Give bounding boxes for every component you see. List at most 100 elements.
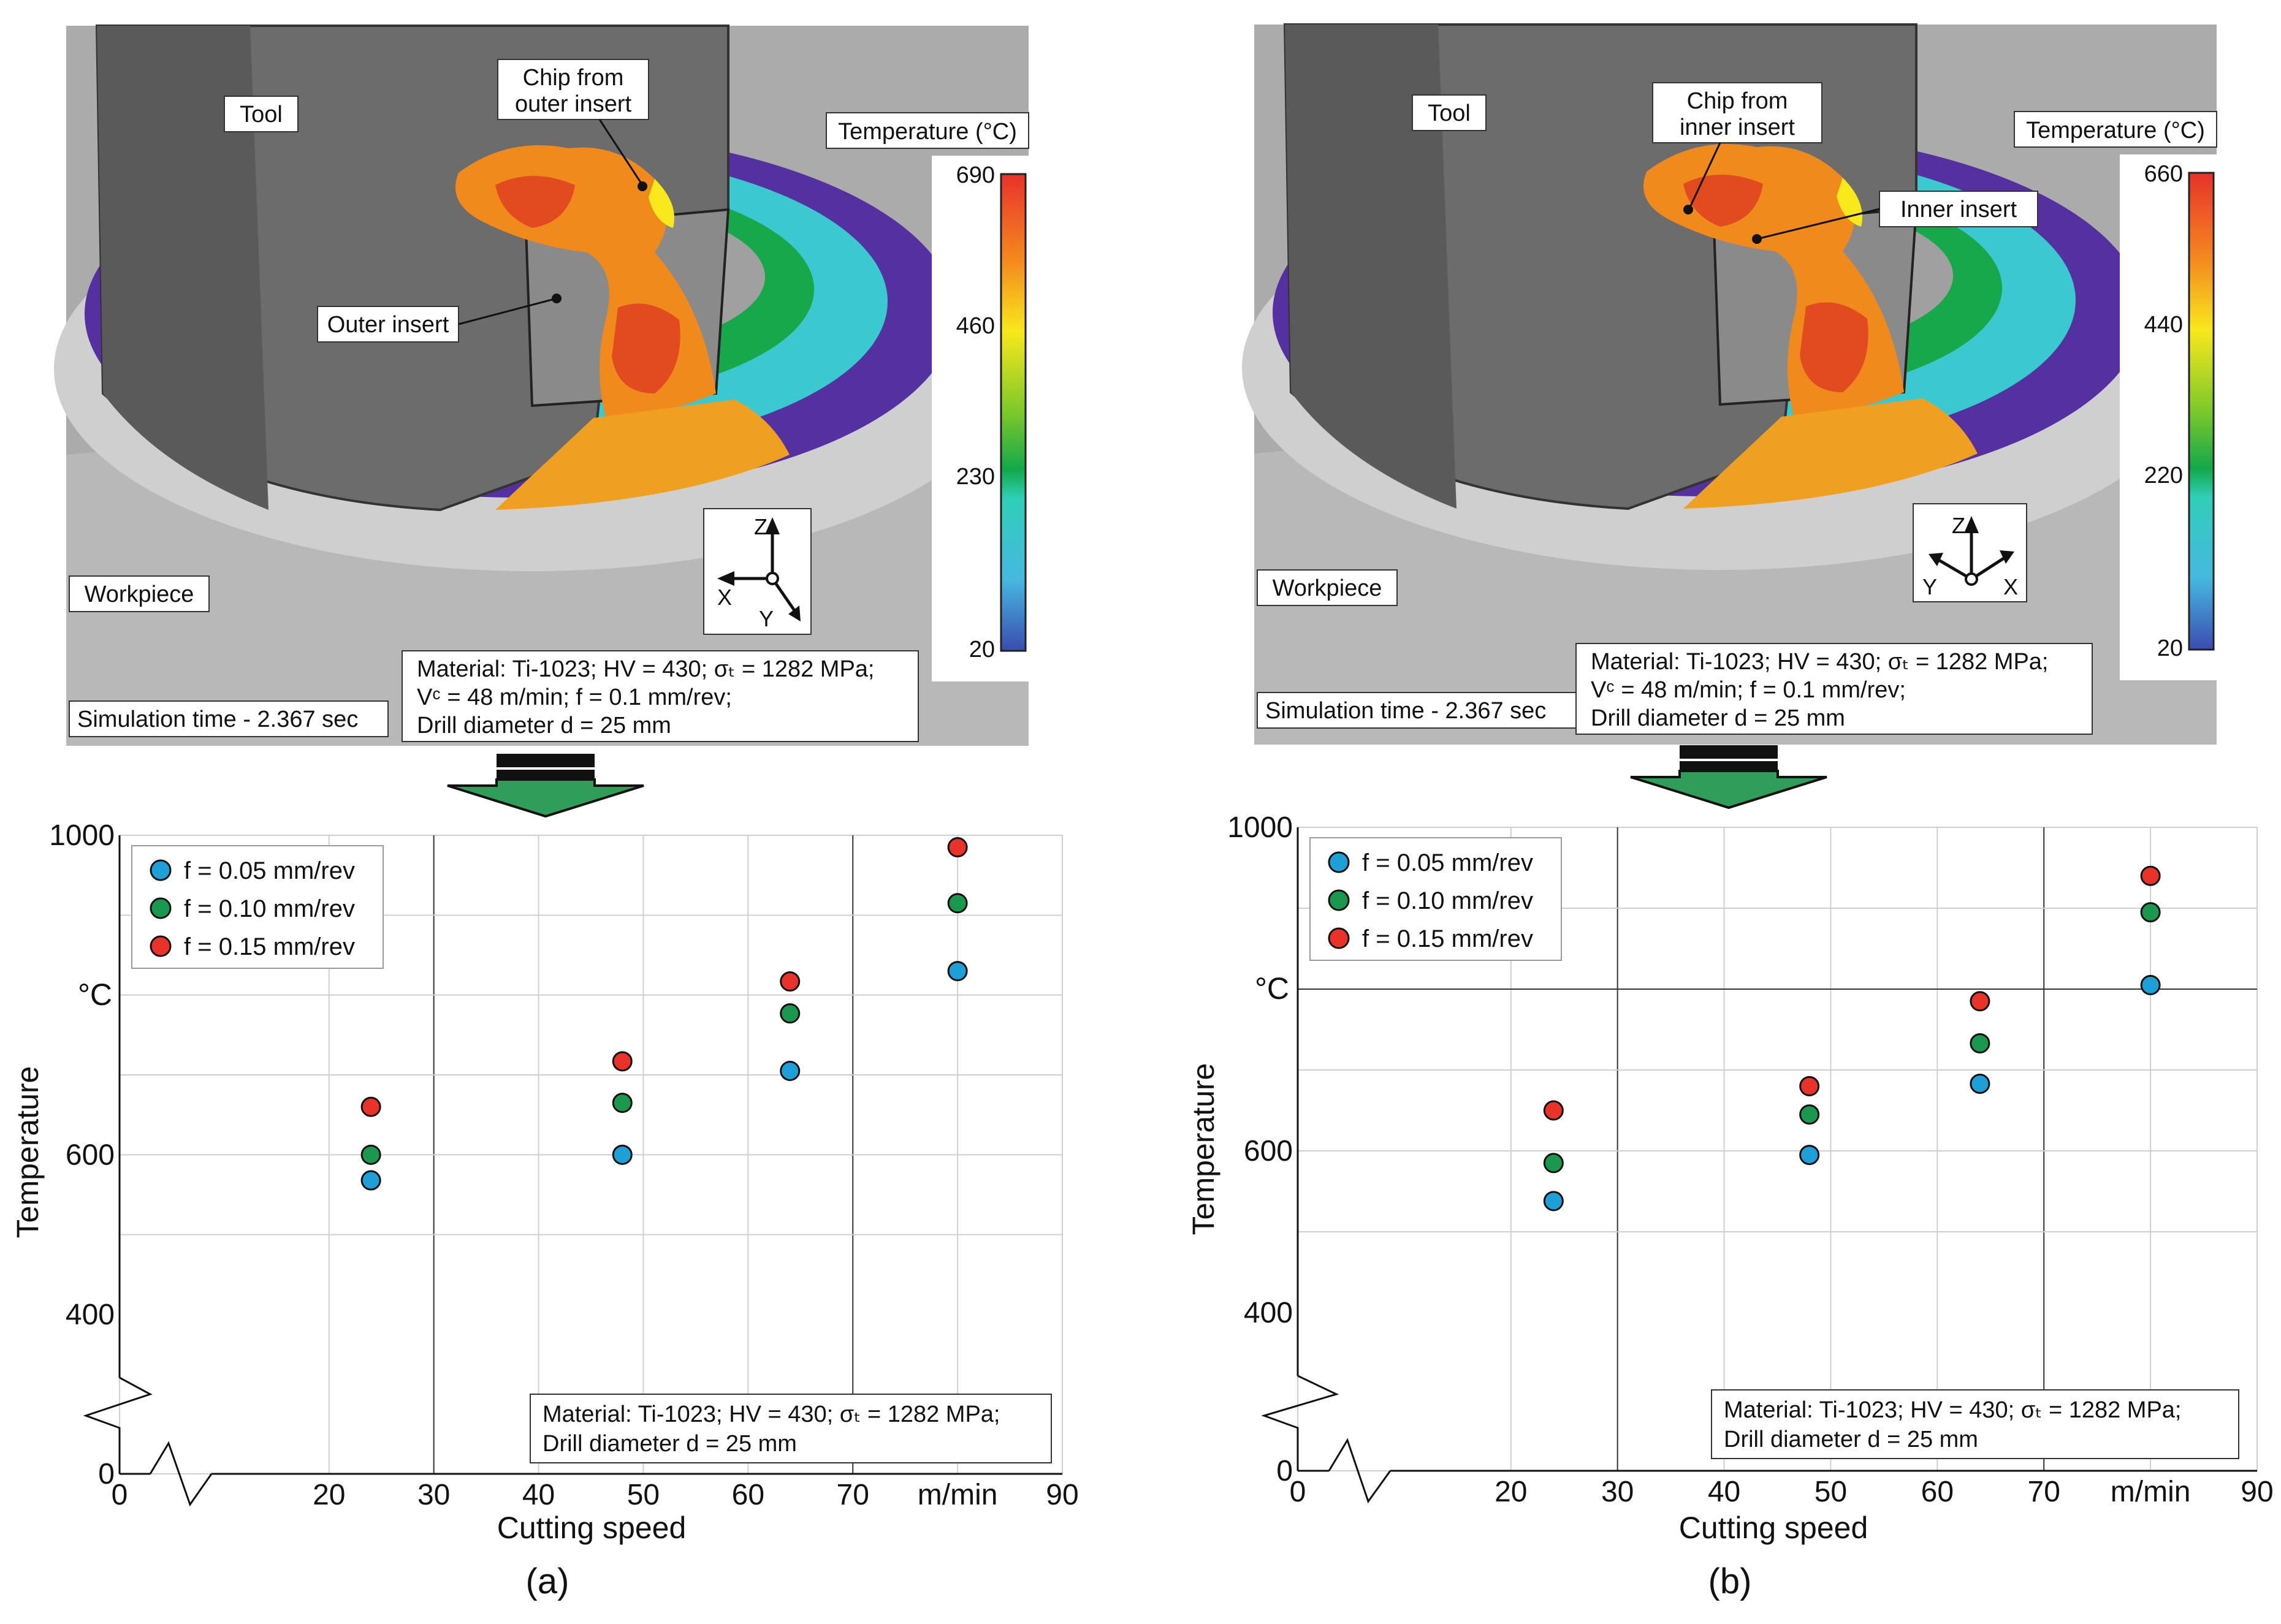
- chart-annotation-a-line2: Drill diameter d = 25 mm: [543, 1431, 797, 1457]
- point-a-s2-0: [360, 1096, 381, 1117]
- point-b-s0-2: [1970, 1073, 1990, 1094]
- x-tick-label-b-8: 90: [2241, 1476, 2273, 1508]
- x-tick-label-b-6: 70: [2028, 1476, 2060, 1508]
- legend-marker-a-2: [150, 935, 172, 957]
- temperature-title-a: Temperature (°C): [838, 119, 1017, 145]
- y-tick-label-b-1: 400: [1244, 1297, 1293, 1329]
- point-a-s2-3: [947, 837, 968, 858]
- chart-annotation-a-line1: Material: Ti-1023; HV = 430; σₜ = 1282 M…: [543, 1402, 1000, 1427]
- y-tick-label-a-3: 1000: [49, 819, 115, 852]
- colorbar-tick-b-3: 20: [2157, 636, 2183, 661]
- colorbar-tick-b-2: 220: [2144, 463, 2183, 488]
- colorbar-tick-a-1: 460: [956, 313, 995, 339]
- x-tick-label-b-5: 60: [1921, 1476, 1954, 1508]
- sim-time-a: Simulation time - 2.367 sec: [77, 707, 358, 732]
- workpiece-label-a: Workpiece: [85, 582, 194, 607]
- workpiece-label-b: Workpiece: [1273, 575, 1382, 601]
- chart-annotation-b-line1: Material: Ti-1023; HV = 430; σₜ = 1282 M…: [1724, 1397, 2182, 1423]
- caption-b: (b): [1708, 1561, 1752, 1601]
- axis-x-label-a: X: [717, 585, 732, 610]
- x-tick-label-b-2: 30: [1601, 1476, 1634, 1508]
- temperature-title-b: Temperature (°C): [2026, 118, 2205, 143]
- legend-b: [1309, 837, 1562, 961]
- tool-label-a: Tool: [240, 102, 283, 127]
- point-a-s1-2: [780, 1003, 801, 1024]
- sim-info-b-line3: Drill diameter d = 25 mm: [1591, 705, 1845, 731]
- chart-annotation-b-line2: Drill diameter d = 25 mm: [1724, 1427, 1978, 1452]
- x-axis-break-b: [1328, 1438, 1392, 1504]
- insert-label-b: Inner insert: [1900, 197, 2017, 222]
- colorbar-b: [2188, 172, 2215, 651]
- point-a-s0-1: [612, 1144, 633, 1165]
- point-a-s0-0: [360, 1170, 381, 1191]
- point-a-s0-2: [780, 1060, 801, 1081]
- y-axis-break-a: [83, 1376, 153, 1474]
- y-axis-title-a: Temperature: [10, 1066, 45, 1239]
- x-tick-label-a-1: 20: [313, 1479, 345, 1511]
- x-axis-break-a: [149, 1441, 213, 1507]
- x-tick-label-a-4: 50: [627, 1479, 660, 1511]
- point-b-s2-2: [1970, 991, 1990, 1012]
- point-a-s1-3: [947, 893, 968, 914]
- chip-label-b-line2: inner insert: [1680, 115, 1795, 140]
- legend-label-a-0: f = 0.05 mm/rev: [184, 857, 355, 884]
- x-tick-label-b-4: 50: [1815, 1476, 1847, 1508]
- chip-label-b-line1: Chip from: [1687, 88, 1788, 114]
- point-b-s0-1: [1799, 1145, 1820, 1166]
- legend-label-b-1: f = 0.10 mm/rev: [1362, 887, 1533, 914]
- simulation-panel-b: 660 440 220 20 Temperature (°C) Tool Chi…: [1241, 23, 2218, 746]
- x-tick-label-b-7: m/min: [2111, 1476, 2191, 1508]
- chart-b: 0 20 30 40 50 60 70 m/min 90 0 400 600 1000 °C Temp…: [1186, 811, 2274, 1601]
- gridlines-a: [120, 835, 1062, 1474]
- legend-a: [131, 845, 384, 969]
- point-b-s1-3: [2140, 902, 2161, 923]
- x-tick-label-a-6: 70: [837, 1479, 869, 1511]
- point-a-s2-1: [612, 1051, 633, 1072]
- y-tick-label-b-2: 600: [1244, 1135, 1293, 1167]
- chip-label-a-line2: outer insert: [515, 91, 632, 117]
- y-unit-a: °C: [78, 977, 112, 1012]
- point-b-s2-0: [1543, 1100, 1564, 1121]
- x-tick-label-a-0: 0: [112, 1479, 128, 1511]
- legend-marker-b-1: [1328, 889, 1350, 911]
- sim-info-b-line1: Material: Ti-1023; HV = 430; σₜ = 1282 M…: [1591, 649, 2049, 675]
- caption-a: (a): [526, 1561, 569, 1601]
- legend-marker-b-0: [1328, 851, 1350, 873]
- x-tick-label-a-8: 90: [1046, 1479, 1078, 1511]
- x-axis-title-a: Cutting speed: [497, 1511, 687, 1545]
- y-axis-break-b: [1261, 1375, 1339, 1471]
- chart-a: 0 20 30 40 50 60 70 m/min 90 0 400 600 1000 °C Temp…: [10, 819, 1079, 1601]
- down-arrow-a: [447, 754, 644, 818]
- x-tick-label-b-3: 40: [1708, 1476, 1740, 1508]
- colorbar-tick-b-0: 660: [2144, 161, 2183, 187]
- chip-label-a-line1: Chip from: [523, 65, 624, 91]
- point-b-s1-2: [1970, 1033, 1990, 1053]
- point-a-s1-0: [360, 1144, 381, 1165]
- x-axis-title-b: Cutting speed: [1679, 1511, 1868, 1545]
- down-arrow-b: [1630, 745, 1827, 810]
- chart-annotation-a: [530, 1394, 1052, 1463]
- x-tick-label-a-5: 60: [732, 1479, 764, 1511]
- insert-label-a: Outer insert: [327, 312, 449, 338]
- x-tick-label-a-2: 30: [417, 1479, 450, 1511]
- y-axis-title-b: Temperature: [1186, 1063, 1220, 1235]
- colorbar-tick-a-2: 230: [956, 464, 995, 490]
- point-a-s1-1: [612, 1093, 633, 1114]
- legend-label-a-2: f = 0.15 mm/rev: [184, 933, 355, 960]
- colorbar-tick-a-3: 20: [969, 637, 995, 662]
- point-a-s0-3: [947, 961, 968, 982]
- sim-info-b-line2: Vᶜ = 48 m/min; f = 0.1 mm/rev;: [1591, 677, 1906, 703]
- point-b-s0-3: [2140, 974, 2161, 995]
- y-unit-b: °C: [1255, 971, 1289, 1006]
- point-a-s2-2: [780, 971, 801, 992]
- y-tick-label-a-0: 0: [98, 1458, 115, 1490]
- axis-y-label-a: Y: [759, 606, 774, 631]
- axis-y-label-b: Y: [1922, 574, 1937, 599]
- legend-label-b-2: f = 0.15 mm/rev: [1362, 925, 1533, 952]
- legend-marker-a-0: [150, 859, 172, 881]
- legend-marker-a-1: [150, 897, 172, 919]
- point-b-s2-1: [1799, 1076, 1820, 1096]
- x-tick-label-a-7: m/min: [918, 1479, 998, 1511]
- sim-time-b: Simulation time - 2.367 sec: [1265, 698, 1546, 724]
